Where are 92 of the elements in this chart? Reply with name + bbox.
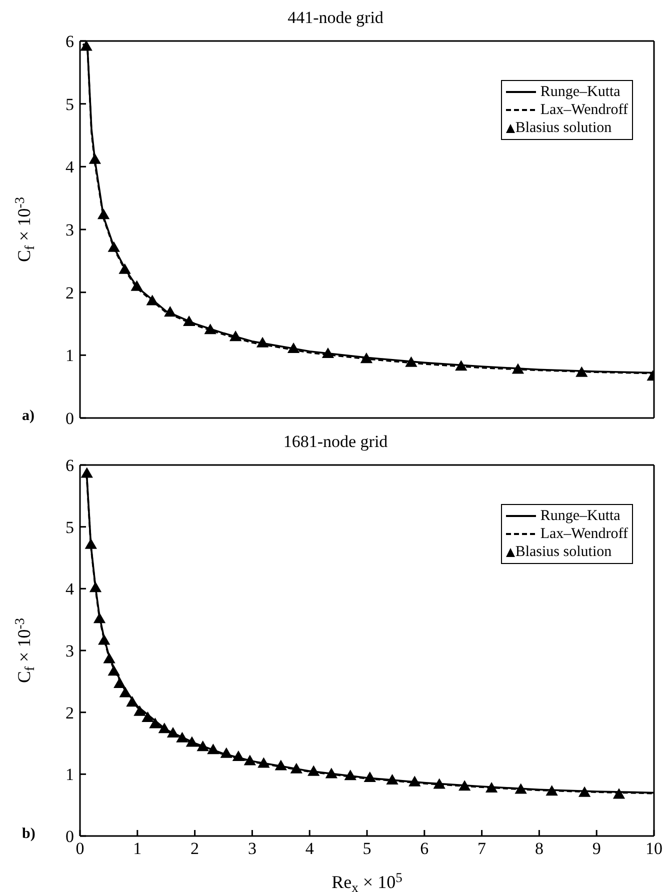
y-tick-label: 0	[66, 827, 74, 846]
point	[455, 360, 468, 371]
point	[512, 363, 524, 374]
point	[134, 705, 146, 716]
point	[93, 612, 106, 624]
x-tick-label: 9	[592, 839, 601, 858]
point	[119, 686, 132, 698]
x-tick-label: 4	[305, 839, 314, 858]
y-tick-label: 6	[66, 456, 74, 476]
y-tick-label: 3	[66, 220, 74, 240]
point	[108, 665, 120, 676]
point	[186, 736, 198, 747]
x-tick-label: 1	[133, 839, 142, 858]
point	[386, 774, 398, 784]
point	[182, 315, 196, 326]
point	[229, 330, 242, 342]
point	[485, 782, 498, 793]
point	[576, 366, 588, 377]
point	[176, 732, 188, 742]
point	[322, 348, 334, 358]
x-tick-label: 8	[534, 839, 544, 858]
point	[108, 241, 120, 252]
point	[244, 754, 256, 766]
point	[360, 352, 373, 364]
point	[164, 306, 176, 317]
point	[287, 342, 300, 354]
y-tick-label: 1	[66, 346, 74, 366]
point	[196, 740, 209, 752]
chart-title: 441-node grid	[286, 8, 384, 29]
point	[325, 768, 338, 778]
y-tick-label: 5	[66, 94, 74, 114]
point	[578, 786, 591, 797]
legend-label: Lax–Wendroff	[540, 525, 628, 543]
point	[433, 778, 446, 789]
point	[256, 336, 269, 348]
point	[126, 696, 138, 707]
legend-label: Runge–Kutta	[540, 83, 620, 101]
point	[80, 467, 93, 478]
point	[204, 324, 216, 334]
x-tick-label: 7	[478, 839, 487, 858]
x-tick-label: 10	[646, 839, 662, 858]
point	[344, 770, 356, 780]
point	[290, 762, 302, 774]
legend-label: Blasius solution	[515, 119, 612, 137]
point	[98, 634, 110, 645]
point	[149, 718, 162, 728]
point	[220, 747, 232, 758]
point	[514, 783, 527, 794]
x-tick-label: 3	[248, 839, 256, 858]
y-tick-label: 1	[66, 765, 74, 784]
point	[158, 722, 170, 734]
text: b)	[22, 826, 36, 843]
point	[142, 712, 154, 722]
point	[80, 41, 92, 51]
point	[166, 726, 180, 738]
point	[130, 280, 143, 291]
point	[88, 153, 102, 164]
legend-label: Runge–Kutta	[540, 507, 620, 525]
point	[84, 538, 97, 549]
y-tick-label: 5	[66, 518, 74, 537]
point	[114, 677, 126, 688]
y-tick-label: 4	[66, 158, 74, 177]
x-axis-title: Re$_{x}$ × 10$^{5}$	[332, 870, 403, 892]
point	[405, 356, 418, 367]
point	[274, 760, 287, 770]
y-tick-label: 4	[66, 580, 74, 599]
x-tick-label: 2	[190, 839, 200, 858]
point	[207, 744, 220, 754]
x-tick-label: 6	[420, 839, 429, 858]
point	[546, 785, 558, 796]
point	[458, 780, 471, 791]
x-tick-label: 5	[362, 839, 372, 858]
text: a)	[22, 408, 34, 425]
point	[146, 294, 158, 306]
point	[97, 208, 110, 220]
point	[308, 765, 320, 776]
point	[103, 652, 116, 664]
y-tick-label: 6	[66, 32, 74, 52]
y-tick-label: 2	[66, 703, 74, 722]
point	[232, 750, 245, 761]
point	[408, 776, 421, 786]
point	[118, 263, 131, 274]
legend-label: Lax–Wendroff	[540, 101, 628, 119]
legend-label: Blasius solution	[515, 543, 612, 561]
chart-title: 1681-node grid	[282, 432, 389, 453]
y-tick-label: 0	[66, 409, 74, 428]
point	[364, 771, 376, 782]
point	[258, 757, 270, 768]
point	[612, 788, 626, 799]
point	[89, 582, 102, 592]
y-tick-label: 3	[66, 642, 74, 661]
y-tick-label: 2	[66, 283, 74, 302]
